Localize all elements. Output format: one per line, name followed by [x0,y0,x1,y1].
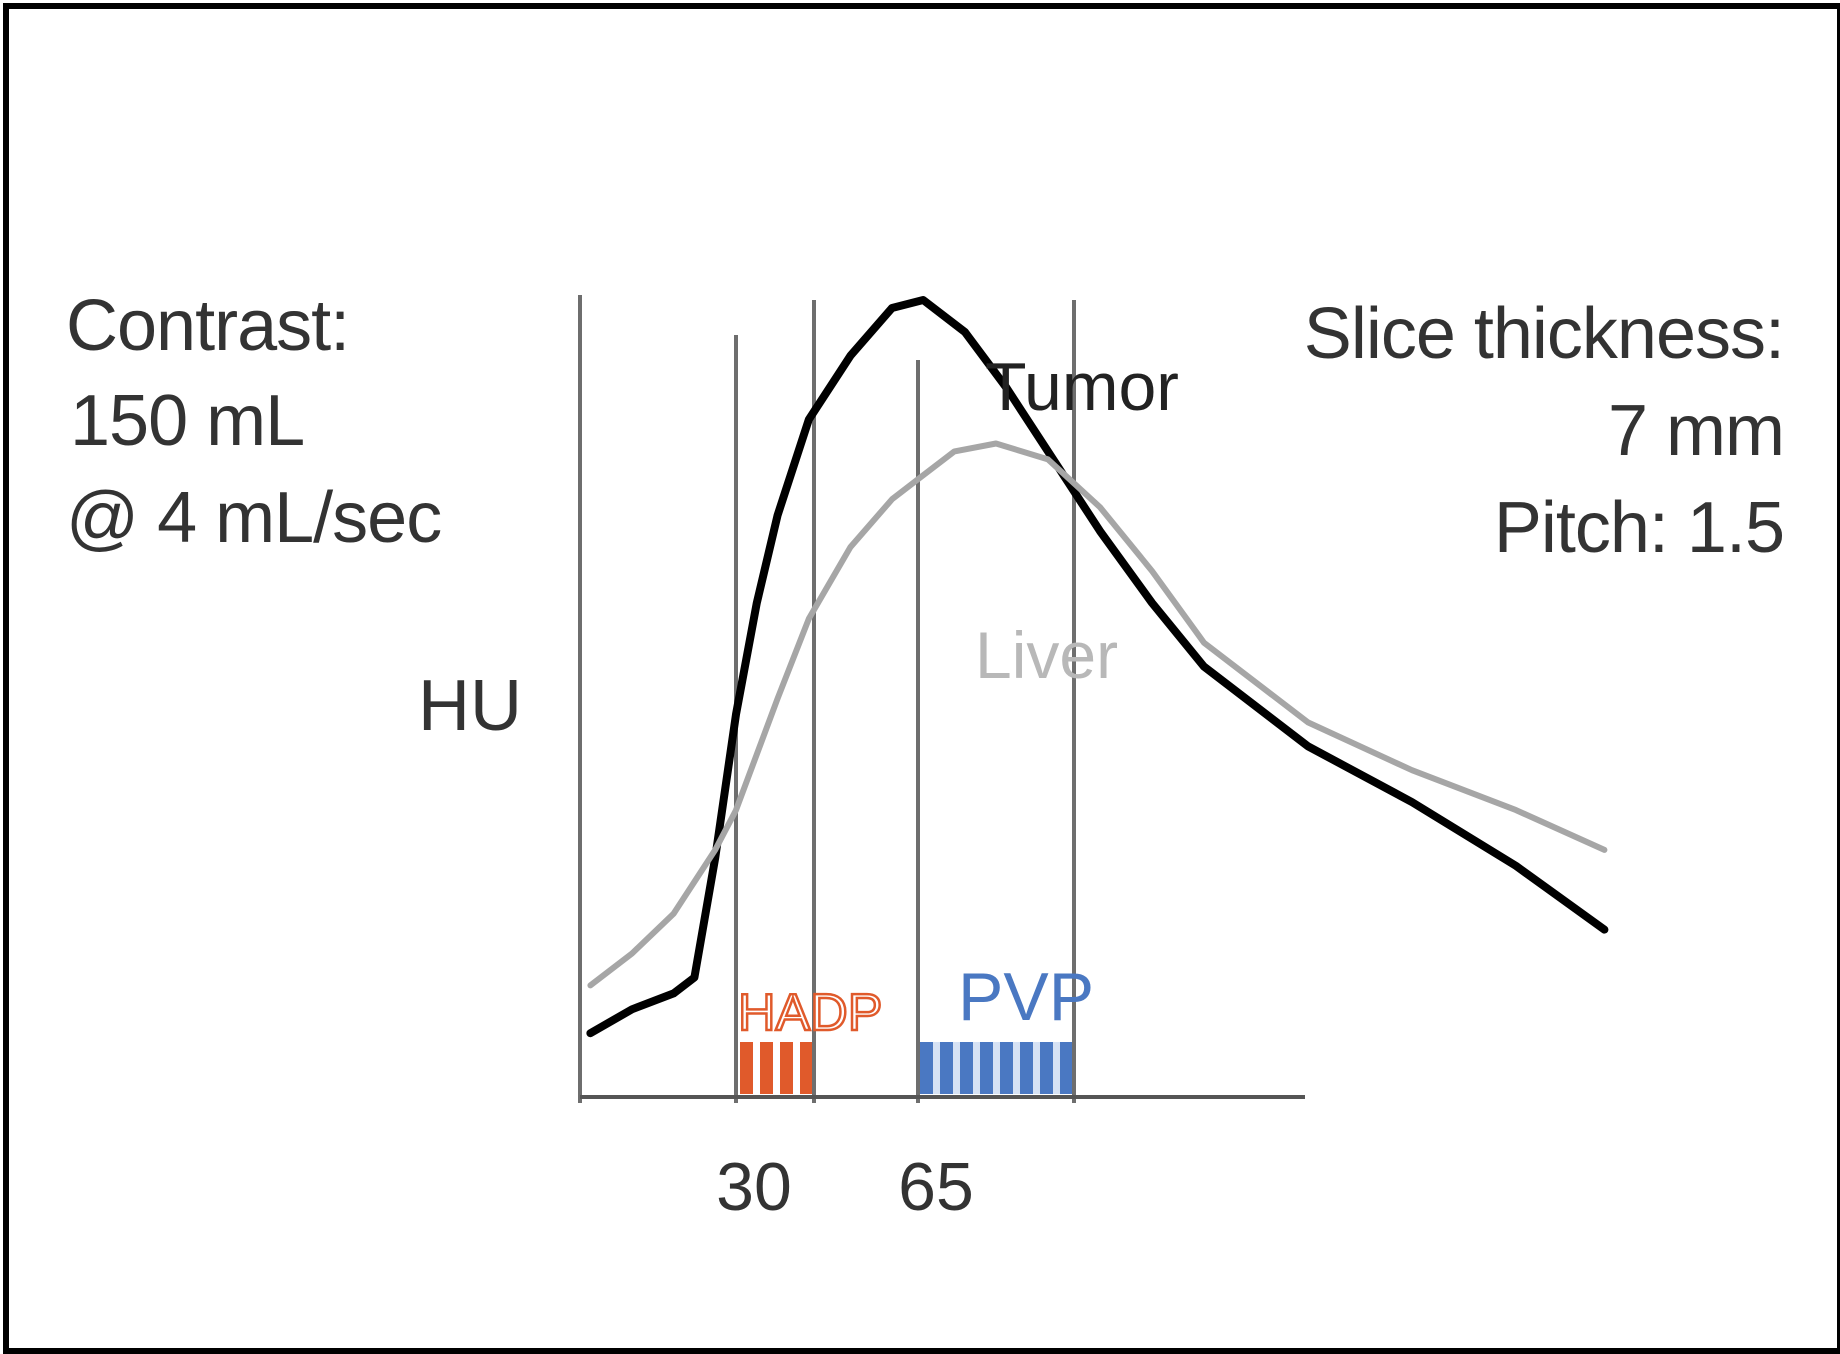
series-line-liver [587,440,1608,989]
x-tick-label: 30 [716,1149,792,1225]
contrast-label: Contrast: [66,286,350,366]
series-label-liver: Liver [975,618,1118,692]
slice-thickness-value: 7 mm [1608,391,1785,471]
x-tick-label: 65 [898,1149,974,1225]
phase-bar-hadp [736,1042,814,1094]
phase-bar-pvp [918,1042,1074,1094]
slice-thickness-label: Slice thickness: [1303,294,1785,374]
series-line-tumor [586,296,1609,1038]
phase-label-hadp: HADP [738,984,882,1042]
series-label-tumor: Tumor [985,349,1179,425]
contrast-volume: 150 mL [70,381,305,461]
y-axis-label: HU [418,666,522,746]
phase-label-pvp: PVP [958,959,1094,1035]
contrast-rate: @ 4 mL/sec [66,478,442,558]
pitch-value: Pitch: 1.5 [1493,488,1785,568]
